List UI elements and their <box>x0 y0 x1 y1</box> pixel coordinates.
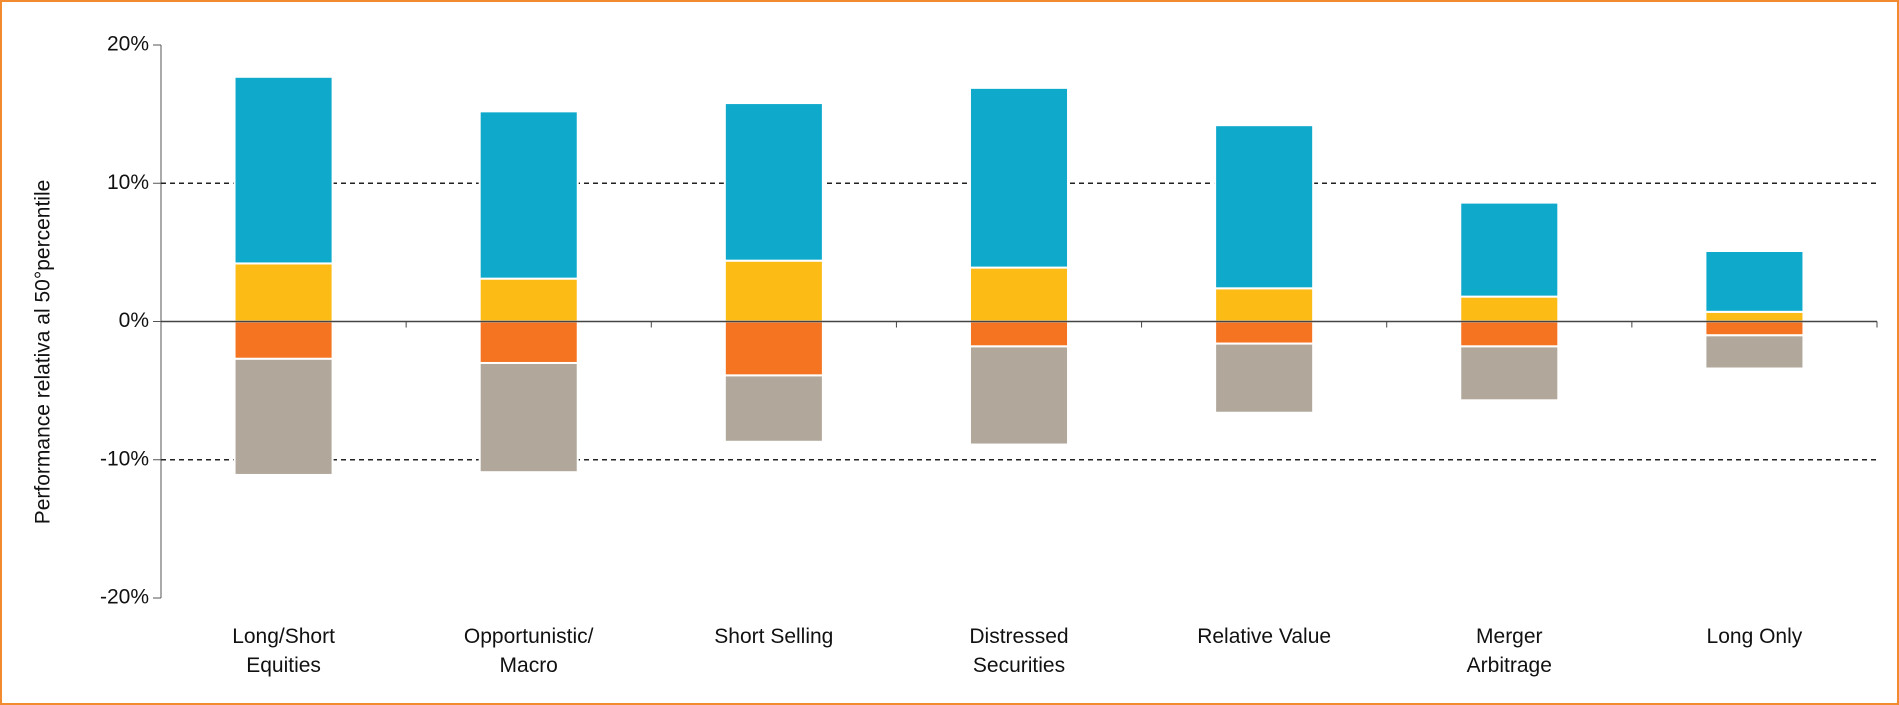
bar-segment <box>1459 320 1560 348</box>
bar-segment <box>1459 295 1560 323</box>
bar-segment <box>478 361 579 474</box>
bar-segment <box>478 110 579 280</box>
y-tick-label: -10% <box>100 447 149 470</box>
x-tick-label: Long Only <box>1706 625 1803 648</box>
y-axis-label: Performance relativa al 50°percentile <box>32 180 55 525</box>
y-tick-label: 10% <box>107 171 149 194</box>
bar-segment <box>723 320 824 377</box>
bar-segment <box>1214 287 1315 323</box>
x-tick-label: Merger Arbitrage <box>1466 625 1552 677</box>
y-tick-label: 20% <box>107 33 149 56</box>
y-tick-label: -20% <box>100 586 149 609</box>
bar-segment <box>233 75 334 265</box>
bar-segment <box>968 266 1070 323</box>
bar-segment <box>233 357 334 476</box>
bar-segment <box>1704 320 1805 337</box>
bar-segment <box>233 320 334 360</box>
x-tick-label: Opportunistic/ Macro <box>463 625 594 677</box>
bar-segment <box>1459 201 1560 298</box>
x-tick-label: Short Selling <box>714 625 834 648</box>
bar-segment <box>1704 310 1805 323</box>
x-tick-label: Distressed Securities <box>969 625 1069 677</box>
bar-segment <box>968 345 1070 446</box>
bar-segment <box>723 102 824 262</box>
bar-segment <box>1214 342 1315 414</box>
y-tick-label: 0% <box>119 309 149 332</box>
bar-segment <box>478 320 579 364</box>
bar-segment <box>1704 249 1805 313</box>
bar-segment <box>1704 334 1805 370</box>
x-tick-label: Relative Value <box>1197 625 1332 648</box>
bar-segment <box>1214 124 1315 290</box>
x-tick-label: Long/Short Equities <box>232 625 335 677</box>
bar-segment <box>723 259 824 323</box>
bar-segment <box>233 262 334 323</box>
bar-segment <box>1214 320 1315 345</box>
bar-segment <box>1459 345 1560 402</box>
bar-segment <box>723 374 824 443</box>
bar-segment <box>478 277 579 323</box>
bar-segment <box>968 320 1070 348</box>
bar-segment <box>968 86 1070 269</box>
